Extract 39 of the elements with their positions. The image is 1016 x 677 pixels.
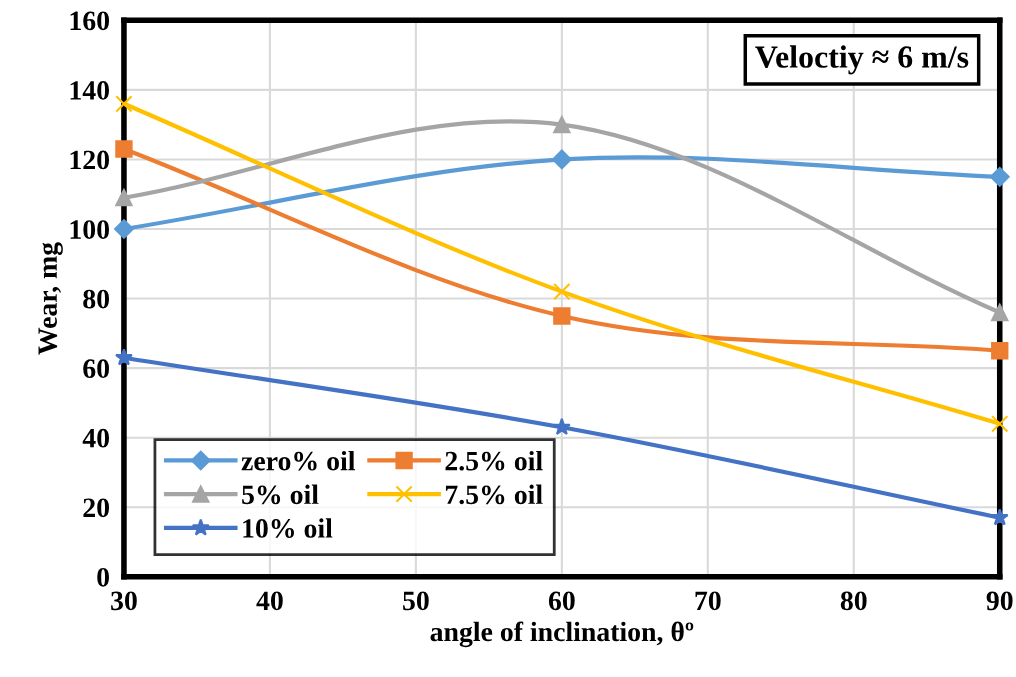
x-tick-label: 90 — [986, 591, 1013, 611]
point — [551, 149, 572, 170]
point — [553, 115, 571, 134]
point — [114, 348, 133, 366]
x-tick-label: 80 — [840, 591, 867, 611]
y-tick-label: 100 — [70, 220, 109, 239]
x-tick-label: 60 — [548, 591, 575, 611]
x-tick-label: 40 — [256, 591, 283, 611]
point — [552, 417, 571, 436]
legend-label: zero% oil — [241, 450, 356, 471]
point — [114, 219, 134, 239]
point — [115, 189, 133, 207]
y-tick-label: 120 — [70, 150, 109, 170]
y-tick-label: 60 — [83, 359, 109, 379]
x-tick-label: 70 — [695, 591, 721, 611]
x-tick-label: 50 — [403, 591, 429, 611]
annotation: Veloctiy ≈ 6 m/s — [755, 45, 969, 75]
legend-label: 5% oil — [242, 484, 319, 505]
y-tick-label: 160 — [70, 11, 109, 31]
y-tick-label: 20 — [83, 498, 109, 518]
point — [991, 342, 1009, 360]
y-tick-label: 80 — [83, 289, 109, 309]
legend-label: 10% oil — [243, 518, 333, 538]
point — [991, 415, 1009, 433]
legend-label: 7.5% oil — [445, 484, 543, 505]
y-tick-label: 0 — [97, 567, 109, 587]
point — [990, 508, 1009, 526]
x-tick-label: 30 — [111, 591, 137, 611]
y-tick-label: 140 — [70, 81, 109, 100]
point — [553, 282, 571, 301]
point — [553, 307, 571, 325]
legend-label: 2.5% oil — [445, 450, 543, 471]
y-axis-title: Wear, mg — [38, 242, 63, 355]
x-axis-title: angle of inclination, θº — [430, 621, 694, 648]
point — [115, 140, 133, 158]
point — [115, 95, 133, 113]
y-tick-label: 40 — [82, 428, 109, 448]
point — [991, 303, 1009, 322]
point — [989, 166, 1010, 187]
